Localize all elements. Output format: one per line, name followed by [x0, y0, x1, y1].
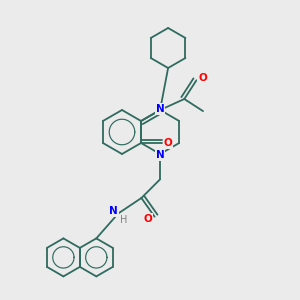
Text: N: N: [156, 150, 164, 160]
Text: N: N: [156, 150, 164, 160]
Text: O: O: [164, 138, 172, 148]
Text: O: O: [164, 138, 172, 148]
Text: N: N: [156, 104, 164, 114]
Text: H: H: [120, 215, 127, 225]
Text: N: N: [109, 206, 118, 216]
Text: N: N: [156, 104, 164, 114]
Text: O: O: [143, 214, 152, 224]
Text: H: H: [120, 215, 127, 225]
Text: O: O: [198, 73, 207, 83]
Text: N: N: [109, 206, 118, 216]
Text: O: O: [198, 73, 207, 83]
Text: O: O: [143, 214, 152, 224]
